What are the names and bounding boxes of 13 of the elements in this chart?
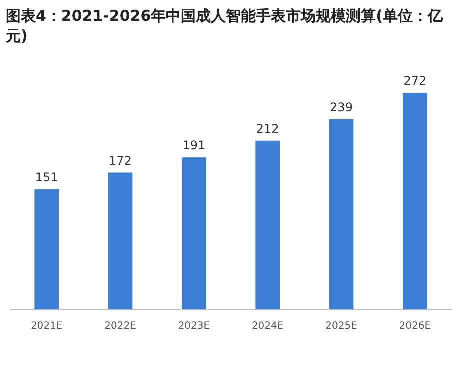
data-label: 212 [256,122,280,136]
x-tick-label: 2026E [399,321,432,332]
x-tick-label: 2023E [178,321,210,332]
chart-title: 图表4：2021-2026年中国成人智能手表市场规模测算(单位：亿元) [6,6,444,46]
x-tick-label: 2022E [104,321,136,332]
data-label: 191 [182,138,206,153]
data-label: 151 [35,170,58,185]
x-tick-label: 2024E [252,321,284,332]
x-tick-label: 2021E [30,321,63,332]
x-tick-label: 2025E [326,321,358,332]
data-label: 239 [330,100,353,114]
data-label: 172 [109,154,132,168]
data-label: 272 [404,74,427,88]
